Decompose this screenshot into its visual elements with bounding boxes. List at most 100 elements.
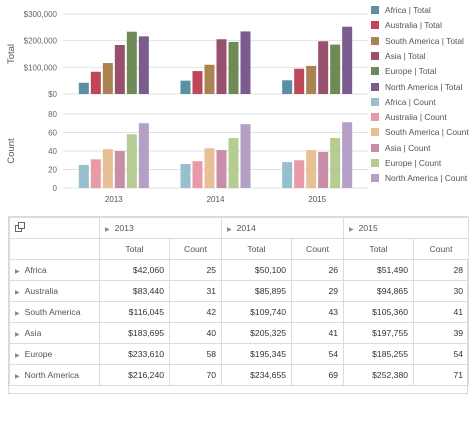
row-label: Asia [24,328,42,338]
bar [138,123,149,188]
expand-icon[interactable]: ▶ [105,227,110,233]
bar [294,160,305,188]
value-cell: $205,325 [221,322,292,344]
row-header[interactable]: ▶ Asia [9,322,100,344]
legend-item[interactable]: Europe | Count [371,157,441,169]
y-tick-label: $300,000 [24,10,58,19]
value-cell: $183,695 [99,322,170,344]
value-cell: $233,610 [99,343,170,365]
row-label: Australia [24,286,59,296]
table-row: ▶ Africa $42,060 25 $50,100 26 $51,490 28 [9,259,469,281]
value-cell: 39 [413,322,469,344]
legend-item[interactable]: North America | Count [371,172,467,184]
legend-item[interactable]: Africa | Count [371,96,436,108]
bar [204,64,215,94]
legend-item[interactable]: Europe | Total [371,65,436,77]
bar [282,80,293,94]
row-header[interactable]: ▶ Africa [9,259,100,281]
legend-label: Australia | Count [385,112,447,123]
legend-label: Australia | Total [385,20,442,31]
bar [126,134,137,188]
expand-icon[interactable]: ▶ [349,227,354,233]
row-header[interactable]: ▶ North America [9,364,100,386]
legend-item[interactable]: South America | Total [371,35,464,47]
measure-header: Total [343,238,414,260]
legend-label: South America | Count [385,127,469,138]
bar [240,31,251,95]
bar [102,63,113,94]
table-row: ▶ Europe $233,610 58 $195,345 54 $185,255 54 [9,343,469,365]
legend-swatch [371,21,379,30]
bar [192,71,203,94]
legend-swatch [371,113,379,122]
y-tick-label: 80 [48,110,57,119]
value-cell: 30 [413,280,469,302]
value-cell: 54 [413,343,469,365]
empty-header-cell [9,238,100,260]
value-cell: 69 [291,364,344,386]
expand-icon[interactable]: ▶ [15,353,20,359]
row-header[interactable]: ▶ Europe [9,343,100,365]
bar [90,159,101,188]
bar [180,80,191,94]
bar [228,138,239,188]
legend-label: Europe | Total [385,66,437,77]
legend-swatch [371,36,379,45]
legend-swatch [371,97,379,106]
bar [180,163,191,188]
legend-item[interactable]: Africa | Total [371,4,431,16]
expand-icon[interactable]: ▶ [15,332,20,338]
value-cell: 25 [169,259,222,281]
row-header[interactable]: ▶ Australia [9,280,100,302]
column-header-year[interactable]: ▶ 2015 [343,217,469,239]
value-cell: $116,045 [99,301,170,323]
expand-icon[interactable]: ▶ [15,269,20,275]
legend-label: Africa | Count [385,96,436,107]
bar [126,31,137,94]
legend-label: Europe | Count [385,158,442,168]
y-axis-label: Total [6,44,17,64]
bar [114,45,125,94]
table-row: ▶ Asia $183,695 40 $205,325 41 $197,755 39 [9,322,469,344]
legend-swatch [371,67,379,76]
value-cell: $185,255 [343,343,414,365]
column-header-year[interactable]: ▶ 2014 [221,217,344,239]
value-cell: $105,360 [343,301,414,323]
y-axis-label: Count [6,138,17,164]
y-tick-label: $0 [48,90,57,99]
value-cell: 70 [169,364,222,386]
column-header-year[interactable]: ▶ 2013 [99,217,222,239]
legend-item[interactable]: Asia | Total [371,50,426,62]
field-list-button[interactable] [9,217,100,239]
bar [342,122,353,188]
pivot-table: ▶ 2013 ▶ 2014 ▶ 2015 Total Count Total Count Total… [9,217,469,386]
legend-item[interactable]: South America | Count [371,126,469,138]
row-label: Europe [24,349,53,359]
legend-label: Asia | Total [385,50,426,61]
value-cell: 41 [413,301,469,323]
row-header[interactable]: ▶ South America [9,301,100,323]
expand-icon[interactable]: ▶ [15,311,20,317]
row-label: North America [24,370,80,380]
legend-item[interactable]: Asia | Count [371,142,430,154]
legend-item[interactable]: Australia | Total [371,19,442,31]
bar [216,39,227,94]
legend-item[interactable]: North America | Total [371,81,462,93]
value-cell: 54 [291,343,344,365]
bar [90,71,101,94]
measure-header: Count [169,238,222,260]
measure-header: Count [291,238,344,260]
bar [114,151,125,188]
pivot-chart: $0 $100,000 $200,000 $300,000 Total 0 20 40 60 80… [6,10,368,204]
table-row: ▶ North America $216,240 70 $234,655 69 $252,3… [9,364,469,386]
expand-icon[interactable]: ▶ [227,227,232,233]
expand-icon[interactable]: ▶ [15,374,20,380]
bar [306,150,317,188]
expand-icon[interactable]: ▶ [15,290,20,296]
y-tick-label: 20 [48,166,57,175]
measure-header: Total [221,238,292,260]
row-label: South America [24,307,81,317]
bar [78,164,89,188]
table-row: ▶ Australia $83,440 31 $85,895 29 $94,865 30 [9,280,469,302]
legend-item[interactable]: Australia | Count [371,111,447,123]
